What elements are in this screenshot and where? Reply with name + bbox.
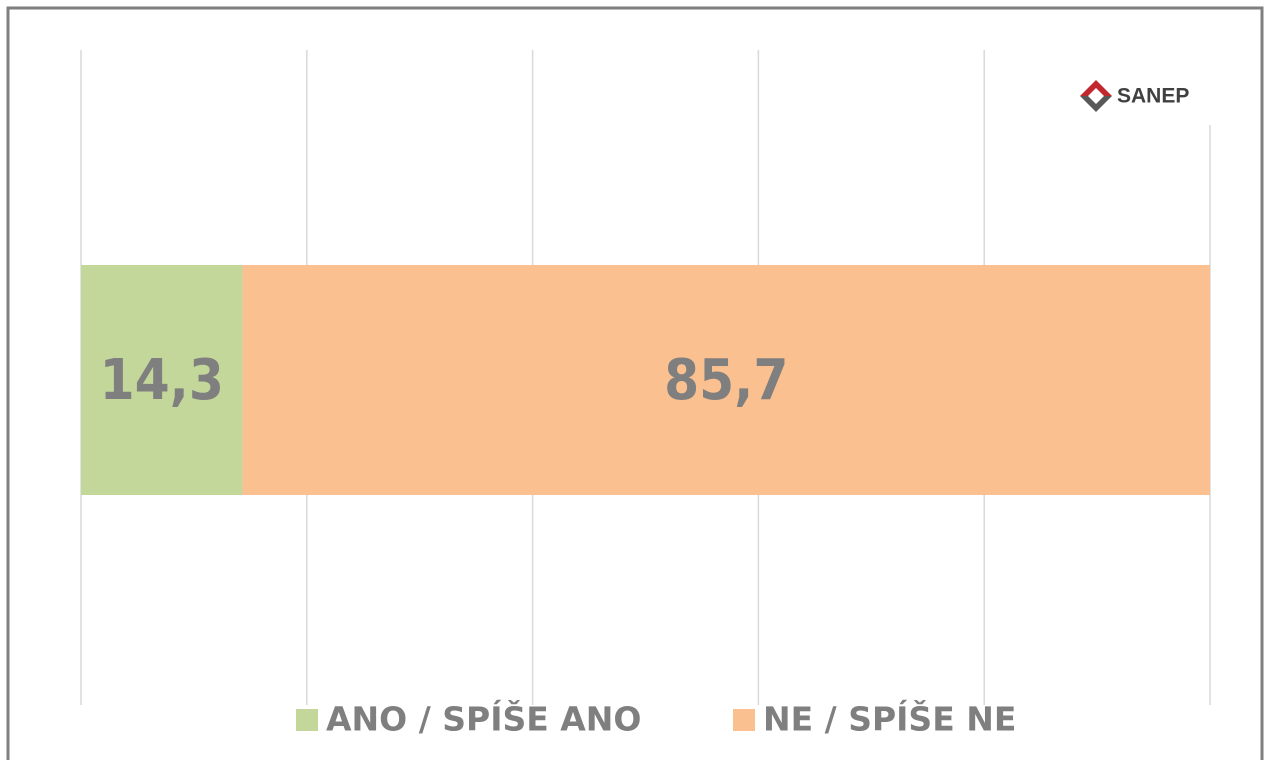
legend-label: ANO / SPÍŠE ANO: [326, 699, 641, 739]
legend-label: NE / SPÍŠE NE: [763, 699, 1016, 739]
logo-mark: [1080, 80, 1112, 112]
data-label: 85,7: [664, 348, 788, 413]
bar-segment: [242, 265, 1210, 495]
bar-segment: [81, 265, 243, 495]
legend-swatch: [296, 709, 318, 731]
legend-swatch: [733, 709, 755, 731]
data-label: 14,3: [100, 348, 224, 413]
logo-text: SANEP: [1117, 85, 1189, 108]
